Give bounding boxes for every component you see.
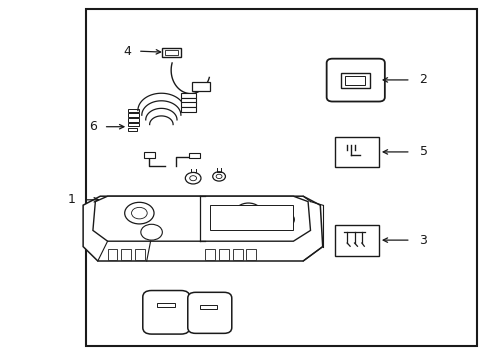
Bar	[144, 152, 155, 158]
Text: 6: 6	[89, 120, 97, 133]
Bar	[334, 225, 378, 256]
Bar	[341, 73, 369, 88]
Text: 3: 3	[419, 234, 427, 247]
Bar	[189, 153, 200, 158]
Bar	[85, 9, 476, 346]
Bar	[121, 249, 131, 260]
Bar	[205, 249, 215, 260]
Text: 5: 5	[419, 145, 427, 158]
Bar	[164, 50, 178, 55]
FancyBboxPatch shape	[142, 291, 189, 334]
Bar	[181, 102, 195, 107]
Bar	[162, 48, 181, 57]
Bar	[135, 249, 144, 260]
Bar	[128, 113, 139, 117]
Bar	[157, 303, 175, 307]
Bar	[232, 249, 242, 260]
Bar	[181, 98, 195, 103]
Bar	[246, 249, 256, 260]
FancyBboxPatch shape	[326, 59, 384, 102]
Bar	[334, 137, 378, 167]
Bar	[128, 109, 139, 112]
Bar	[181, 93, 195, 98]
Text: 2: 2	[419, 73, 427, 86]
Polygon shape	[83, 196, 322, 261]
Bar	[128, 118, 139, 122]
Polygon shape	[93, 196, 310, 241]
Bar	[200, 305, 217, 309]
FancyBboxPatch shape	[187, 292, 231, 333]
Polygon shape	[210, 205, 293, 230]
Bar	[128, 128, 137, 131]
Bar	[219, 249, 228, 260]
Bar	[128, 123, 139, 126]
Bar	[181, 107, 195, 112]
Bar	[345, 76, 365, 85]
Text: 4: 4	[123, 45, 131, 58]
Text: 1: 1	[68, 193, 76, 206]
Bar	[191, 82, 210, 91]
Bar	[107, 249, 117, 260]
